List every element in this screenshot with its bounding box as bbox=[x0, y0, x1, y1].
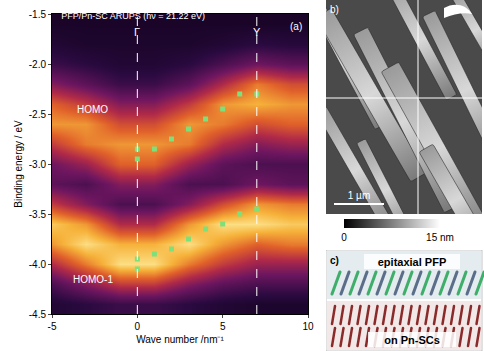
svg-text:Binding energy / eV: Binding energy / eV bbox=[13, 120, 24, 208]
svg-text:PFP/Pn-SC ARUPS (hν = 21.22 eV: PFP/Pn-SC ARUPS (hν = 21.22 eV) bbox=[61, 11, 205, 21]
svg-text:on Pn-SCs: on Pn-SCs bbox=[384, 334, 440, 346]
svg-text:c): c) bbox=[330, 255, 339, 266]
svg-text:b): b) bbox=[330, 4, 339, 15]
svg-text:-4.5: -4.5 bbox=[29, 309, 47, 320]
svg-text:0: 0 bbox=[135, 321, 141, 332]
svg-text:-3.0: -3.0 bbox=[29, 159, 47, 170]
svg-text:1 µm: 1 µm bbox=[348, 190, 370, 201]
svg-text:0: 0 bbox=[341, 232, 347, 243]
svg-text:HOMO-1: HOMO-1 bbox=[73, 274, 113, 285]
svg-text:-2.0: -2.0 bbox=[29, 59, 47, 70]
svg-text:5: 5 bbox=[220, 321, 226, 332]
svg-text:15 nm: 15 nm bbox=[426, 232, 454, 243]
svg-text:Wave number /nm⁻¹: Wave number /nm⁻¹ bbox=[136, 334, 224, 345]
svg-text:-1.5: -1.5 bbox=[29, 9, 47, 20]
svg-text:10: 10 bbox=[302, 321, 314, 332]
svg-text:-5: -5 bbox=[48, 321, 57, 332]
svg-text:epitaxial PFP: epitaxial PFP bbox=[378, 256, 446, 268]
svg-text:Y: Y bbox=[253, 26, 261, 38]
svg-text:Γ: Γ bbox=[134, 26, 140, 38]
svg-text:HOMO: HOMO bbox=[77, 104, 108, 115]
svg-text:(a): (a) bbox=[290, 21, 302, 32]
svg-text:-3.5: -3.5 bbox=[29, 209, 47, 220]
svg-text:-4.0: -4.0 bbox=[29, 259, 47, 270]
svg-text:-2.5: -2.5 bbox=[29, 109, 47, 120]
